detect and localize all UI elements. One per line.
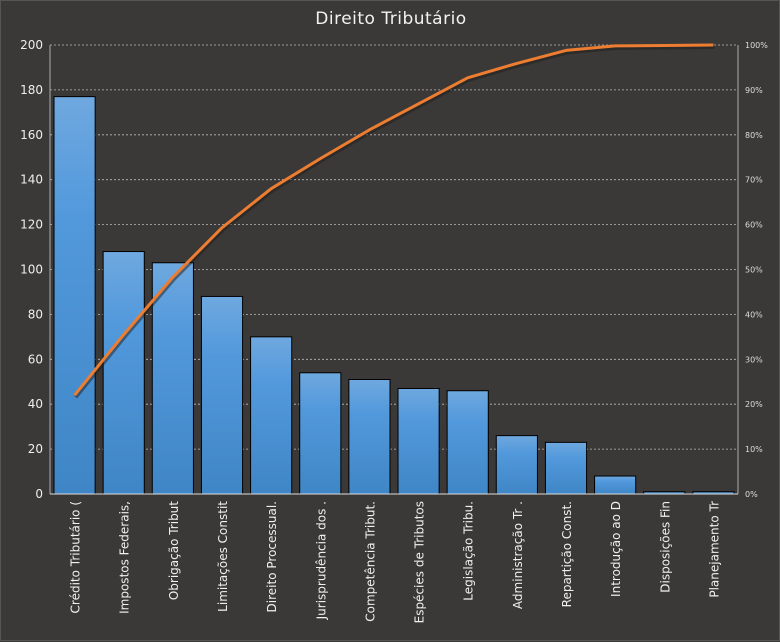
bar <box>544 441 588 495</box>
bar <box>151 262 194 495</box>
y-tick-label: 20 <box>28 442 43 456</box>
y2-tick-label: 50% <box>745 266 763 275</box>
x-tick-label: Limitações Constit <box>216 501 230 612</box>
bar <box>446 390 489 495</box>
y-tick-label: 0 <box>35 487 43 501</box>
chart-title: Direito Tributário <box>315 9 467 29</box>
y2-tick-label: 70% <box>745 176 763 185</box>
y2-tick-label: 90% <box>745 86 763 95</box>
x-tick-label: Competência Tribut. <box>363 501 377 622</box>
bar <box>53 96 96 495</box>
bar <box>594 475 637 495</box>
y-tick-label: 40 <box>28 397 43 411</box>
y2-tick-label: 40% <box>745 310 763 319</box>
x-tick-label: Jurisprudência dos . <box>314 501 328 620</box>
y-tick-label: 60 <box>28 352 43 366</box>
y2-tick-label: 20% <box>745 400 763 409</box>
x-tick-label: Administração Tr . <box>511 501 525 609</box>
bar <box>200 295 244 495</box>
bar <box>102 251 145 495</box>
y-tick-label: 180 <box>20 83 43 97</box>
y-tick-label: 80 <box>28 307 43 321</box>
bar <box>250 336 293 495</box>
x-tick-label: Espécies de Tributos <box>413 501 427 623</box>
y2-tick-label: 10% <box>745 445 763 454</box>
x-tick-label: Legislação Tribu. <box>462 501 476 601</box>
y-tick-label: 200 <box>20 38 43 52</box>
x-tick-label: Crédito Tributário ( <box>69 501 83 613</box>
bar <box>397 387 440 495</box>
bar <box>495 435 538 495</box>
y-tick-label: 120 <box>20 218 43 232</box>
y2-tick-label: 80% <box>745 131 763 140</box>
y2-tick-label: 0% <box>745 490 758 499</box>
y-tick-label: 140 <box>20 173 43 187</box>
x-tick-label: Direito Processual. <box>265 501 279 612</box>
x-tick-label: Obrigação Tribut <box>167 501 181 600</box>
x-tick-label: Introdução ao D <box>609 501 623 597</box>
line-shadow <box>74 45 715 399</box>
bar <box>299 372 342 495</box>
y-tick-label: 160 <box>20 128 43 142</box>
x-tick-label: Planejamento Tr <box>707 501 721 598</box>
y-tick-label: 100 <box>20 263 43 277</box>
x-tick-label: Disposições Fin <box>658 501 672 593</box>
x-tick-label: Impostos Federais, <box>118 501 132 614</box>
y2-tick-label: 100% <box>745 41 768 50</box>
x-tick-label: Repartição Const. <box>560 501 574 607</box>
cumulative-line <box>73 43 714 397</box>
y2-tick-label: 30% <box>745 355 763 364</box>
y2-tick-label: 60% <box>745 221 763 230</box>
bar <box>348 379 391 495</box>
